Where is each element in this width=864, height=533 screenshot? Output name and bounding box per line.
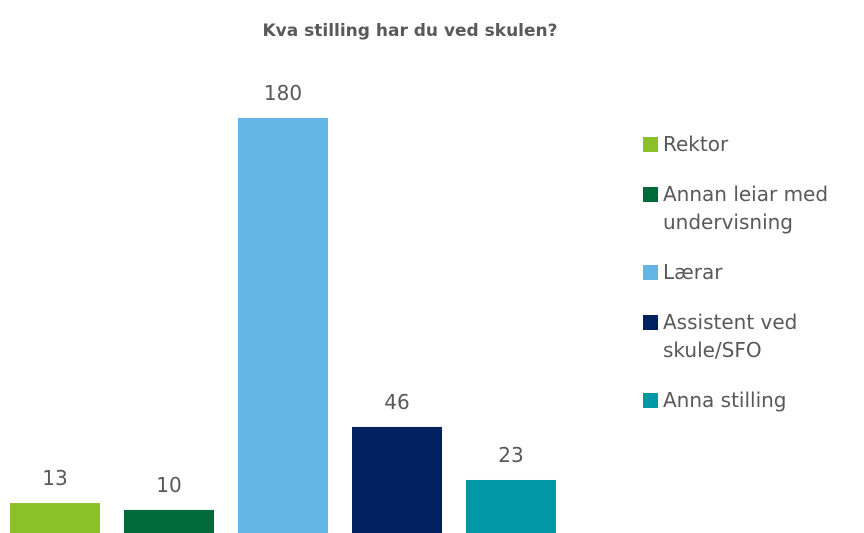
legend-label: Anna stilling	[663, 388, 787, 412]
data-label: 13	[42, 466, 67, 490]
legend-item: Assistent ved skule/SFO	[643, 308, 858, 364]
legend-item: Anna stilling	[643, 386, 858, 414]
legend-swatch	[643, 315, 658, 330]
legend-item: Lærar	[643, 258, 858, 286]
legend-swatch	[643, 187, 658, 202]
bar	[124, 509, 214, 533]
legend-label: Annan leiar med undervisning	[663, 182, 829, 234]
data-label: 180	[264, 81, 302, 105]
legend-label: Assistent ved skule/SFO	[663, 310, 798, 362]
chart-title: Kva stilling har du ved skulen?	[262, 21, 557, 41]
data-label: 46	[384, 390, 409, 414]
legend-swatch	[643, 393, 658, 408]
legend-item: Rektor	[643, 130, 858, 158]
bar	[10, 503, 100, 533]
legend: Rektor Annan leiar med undervisning Lærar A…	[643, 130, 858, 436]
bar	[352, 426, 442, 533]
bar	[466, 479, 556, 533]
data-label: 10	[156, 473, 181, 497]
bar	[238, 118, 328, 533]
legend-swatch	[643, 137, 658, 152]
legend-label: Rektor	[663, 132, 729, 156]
legend-swatch	[643, 265, 658, 280]
data-label: 23	[498, 443, 523, 467]
legend-label: Lærar	[663, 260, 723, 284]
legend-item: Annan leiar med undervisning	[643, 180, 858, 236]
